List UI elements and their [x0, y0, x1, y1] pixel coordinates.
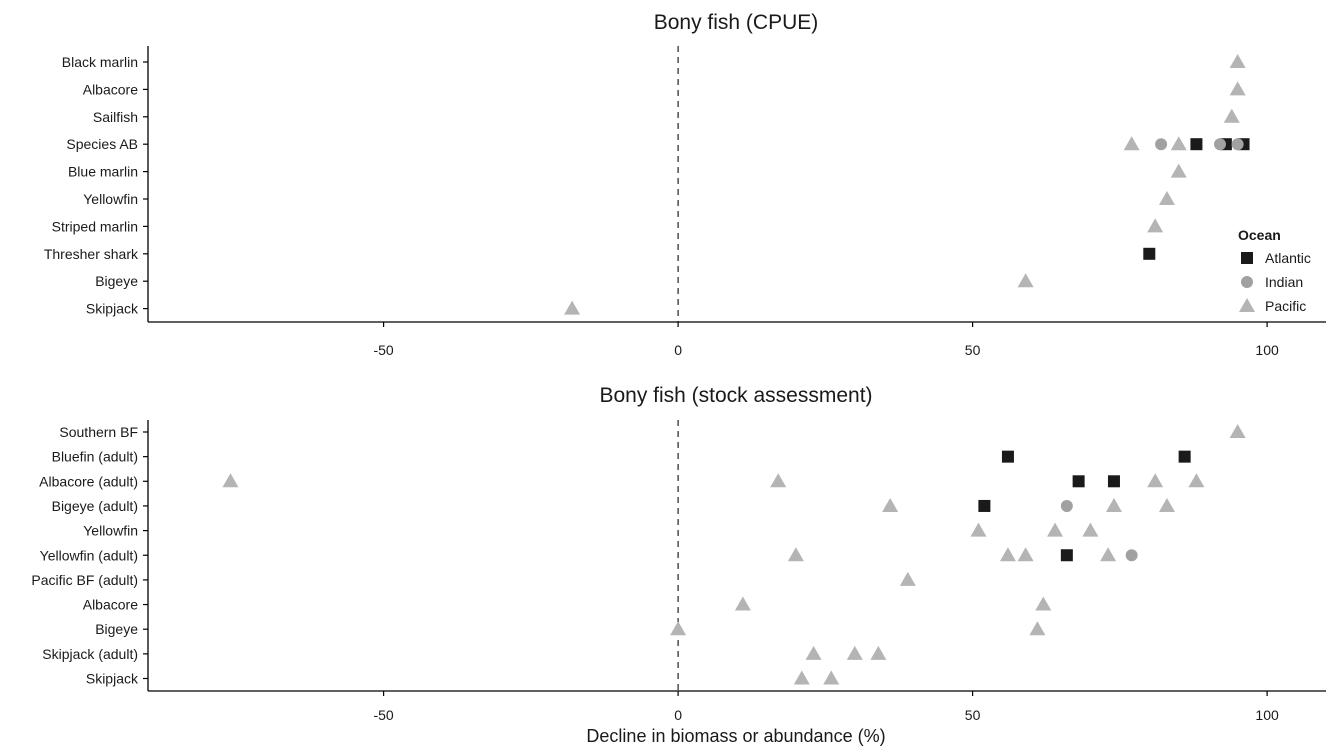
- data-point-pacific: [1082, 522, 1099, 537]
- legend: Ocean Atlantic Indian Pacific: [1238, 227, 1311, 314]
- data-point-pacific: [1229, 81, 1246, 96]
- y-tick-label: Black marlin: [62, 54, 138, 70]
- data-point-pacific: [222, 473, 239, 488]
- data-point-indian: [1231, 138, 1244, 151]
- y-tick-label: Blue marlin: [68, 164, 138, 180]
- x-tick-label: 50: [965, 707, 981, 723]
- panel-title: Bony fish (CPUE): [654, 11, 819, 34]
- data-point-pacific: [787, 547, 804, 562]
- data-point-atlantic: [1190, 138, 1203, 151]
- data-point-pacific: [999, 547, 1016, 562]
- data-point-pacific: [899, 571, 916, 586]
- data-point-pacific: [564, 300, 581, 315]
- legend-marker-atlantic: [1241, 252, 1253, 264]
- y-tick-label: Southern BF: [59, 424, 138, 440]
- y-tick-label: Pacific BF (adult): [31, 572, 138, 588]
- y-tick-label: Striped marlin: [52, 218, 138, 234]
- data-point-pacific: [670, 621, 687, 636]
- data-point-atlantic: [1143, 247, 1156, 260]
- data-point-pacific: [805, 645, 822, 660]
- data-point-pacific: [1158, 497, 1175, 512]
- data-point-pacific: [1105, 497, 1122, 512]
- y-tick-label: Bigeye: [95, 273, 138, 289]
- data-point-pacific: [882, 497, 899, 512]
- panel-cpue: Bony fish (CPUE) Black marlin Albacore Sail…: [44, 11, 1326, 358]
- legend-title: Ocean: [1238, 227, 1281, 243]
- x-axis-title: Decline in biomass or abundance (%): [586, 726, 885, 746]
- y-tick-label: Yellowfin: [83, 191, 138, 207]
- data-point-pacific: [846, 645, 863, 660]
- data-point-pacific: [1035, 596, 1052, 611]
- legend-item-atlantic: Atlantic: [1241, 250, 1311, 266]
- data-point-pacific: [823, 670, 840, 685]
- y-tick-label: Albacore (adult): [39, 473, 138, 489]
- data-point-atlantic: [1072, 475, 1085, 488]
- data-point-pacific: [1100, 547, 1117, 562]
- y-tick-label: Species AB: [66, 136, 138, 152]
- data-point-pacific: [1170, 136, 1187, 151]
- data-point-pacific: [1017, 547, 1034, 562]
- panel-title: Bony fish (stock assessment): [599, 384, 872, 407]
- x-tick-label: 100: [1255, 342, 1279, 358]
- y-tick-label: Skipjack (adult): [42, 646, 138, 662]
- data-point-pacific: [1017, 273, 1034, 288]
- data-point-atlantic: [1178, 450, 1191, 463]
- y-tick-label: Thresher shark: [44, 246, 139, 262]
- x-tick-label: 100: [1255, 707, 1279, 723]
- x-tick-label: -50: [373, 342, 393, 358]
- y-tick-label: Albacore: [83, 597, 138, 613]
- data-point-pacific: [1223, 108, 1240, 123]
- legend-label: Pacific: [1265, 298, 1306, 314]
- legend-label: Indian: [1265, 274, 1303, 290]
- legend-item-pacific: Pacific: [1239, 298, 1306, 314]
- x-tick-label: -50: [373, 707, 393, 723]
- data-point-pacific: [1158, 191, 1175, 205]
- data-point-pacific: [870, 645, 887, 660]
- panel-stock-assessment: Bony fish (stock assessment) Southern BF B…: [31, 384, 1326, 723]
- y-tick-label: Yellowfin: [83, 523, 138, 539]
- x-tick-label: 50: [965, 342, 981, 358]
- y-tick-label: Sailfish: [93, 109, 138, 125]
- data-point-pacific: [1123, 136, 1140, 151]
- y-tick-label: Skipjack: [86, 301, 139, 317]
- y-tick-label: Bigeye (adult): [52, 498, 138, 514]
- legend-marker-indian: [1241, 276, 1253, 288]
- data-point-indian: [1213, 138, 1226, 151]
- data-point-pacific: [734, 596, 751, 611]
- data-point-pacific: [1029, 621, 1046, 636]
- legend-label: Atlantic: [1265, 250, 1311, 266]
- data-point-pacific: [1188, 473, 1205, 488]
- data-point-pacific: [1147, 218, 1164, 233]
- data-point-pacific: [1147, 473, 1164, 488]
- data-point-atlantic: [1060, 549, 1073, 562]
- x-tick-label: 0: [674, 707, 682, 723]
- data-point-pacific: [1170, 163, 1187, 178]
- data-point-pacific: [770, 473, 787, 488]
- y-tick-label: Yellowfin (adult): [40, 547, 138, 563]
- x-tick-label: 0: [674, 342, 682, 358]
- data-point-pacific: [1047, 522, 1064, 537]
- data-point-atlantic: [1107, 475, 1120, 488]
- legend-item-indian: Indian: [1241, 274, 1303, 290]
- data-point-pacific: [970, 522, 987, 537]
- data-point-atlantic: [978, 499, 991, 512]
- y-tick-label: Skipjack: [86, 671, 139, 687]
- y-tick-label: Albacore: [83, 81, 138, 97]
- data-point-indian: [1060, 499, 1073, 512]
- data-point-atlantic: [1001, 450, 1014, 463]
- data-point-indian: [1125, 549, 1138, 562]
- data-point-pacific: [1229, 54, 1246, 68]
- data-point-pacific: [1229, 424, 1246, 438]
- y-tick-label: Bluefin (adult): [52, 449, 138, 465]
- data-point-indian: [1155, 138, 1168, 151]
- legend-marker-pacific: [1239, 298, 1255, 312]
- y-tick-label: Bigeye: [95, 621, 138, 637]
- data-point-pacific: [793, 670, 810, 685]
